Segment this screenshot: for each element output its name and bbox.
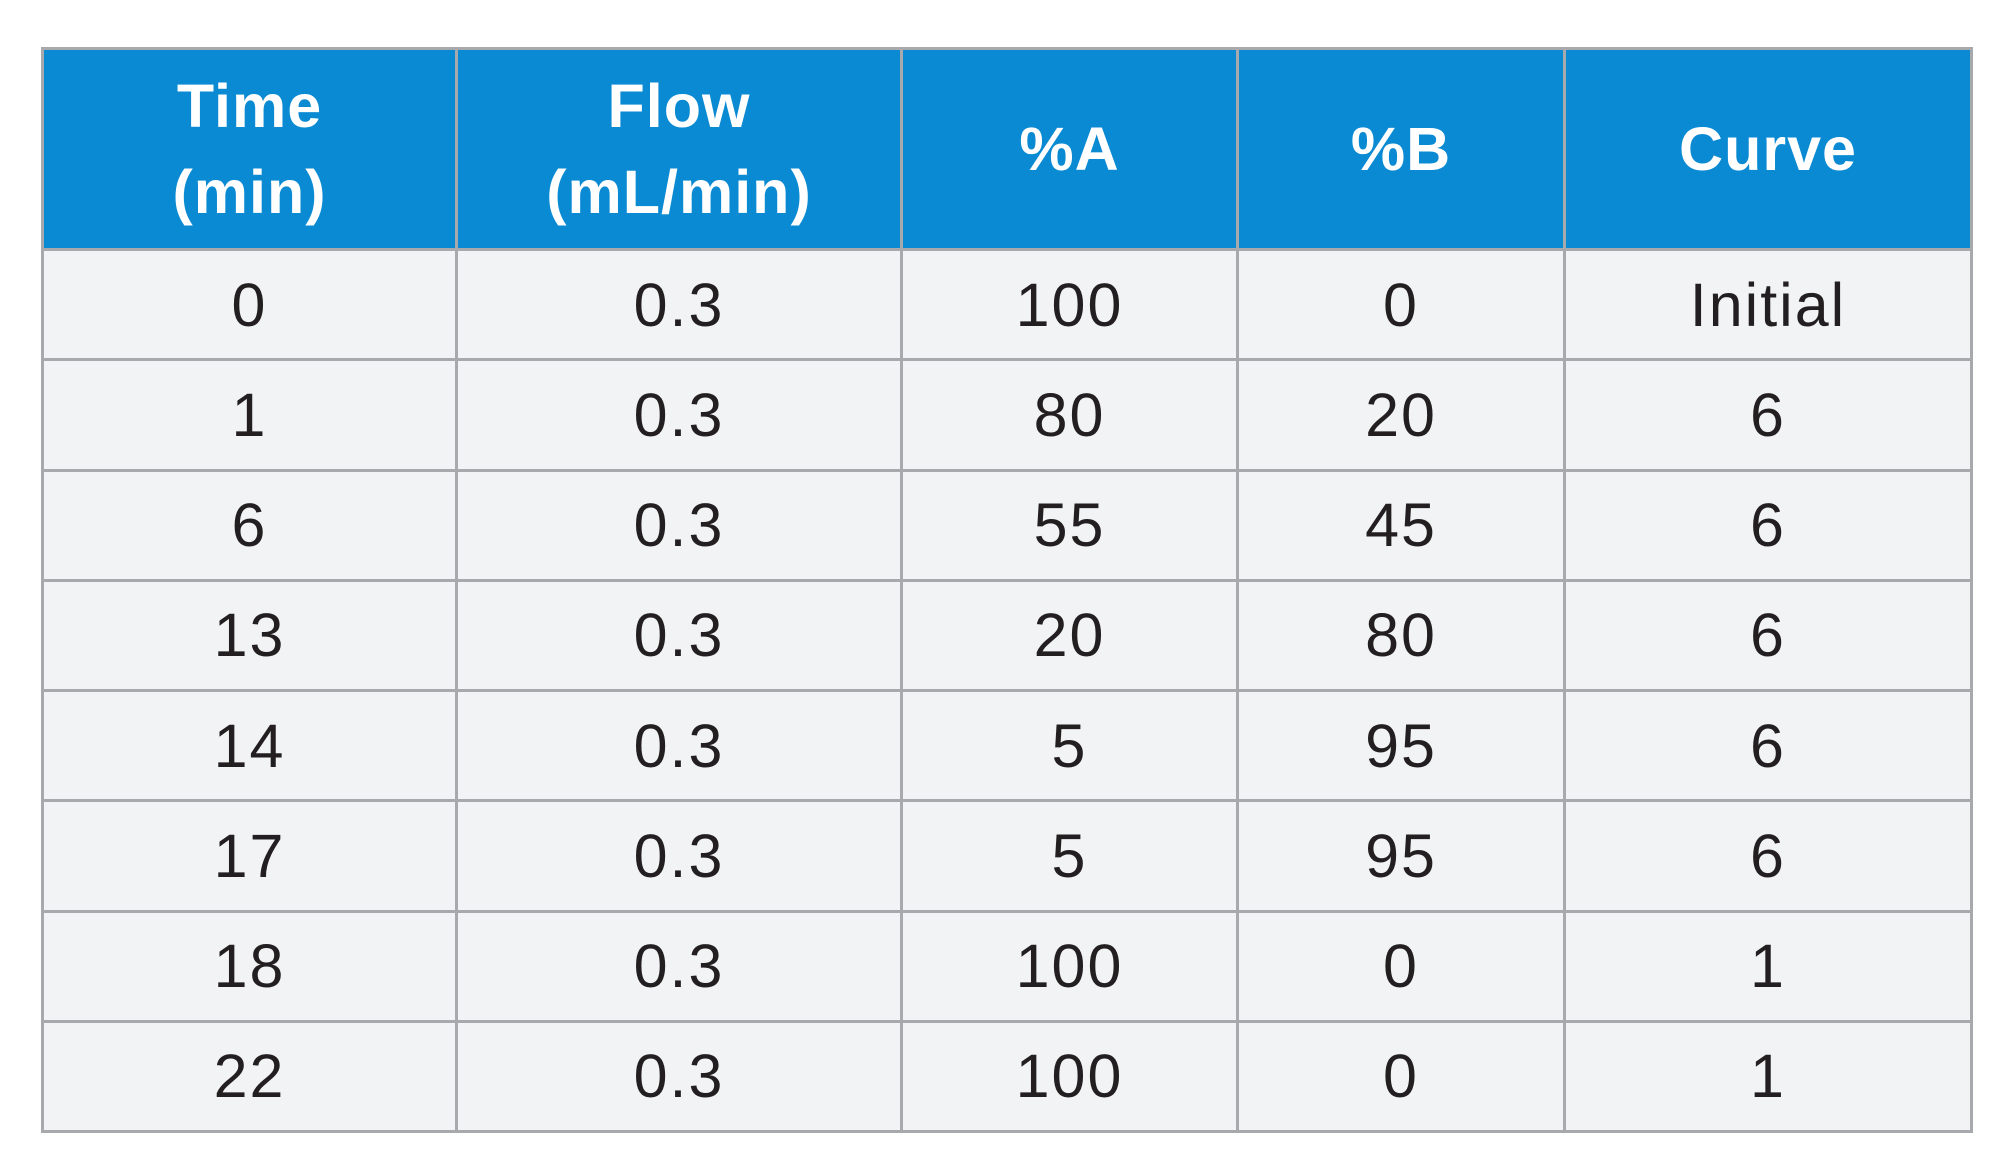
cell-flow: 0.3 xyxy=(455,468,903,582)
header-percent-b: %B xyxy=(1236,47,1566,251)
cell-flow: 0.3 xyxy=(455,909,903,1023)
header-flow-line-1: Flow xyxy=(607,72,751,140)
cell-curve: 1 xyxy=(1563,1019,1973,1134)
cell-curve: 6 xyxy=(1563,358,1973,472)
table-row: 14 0.3 5 95 6 xyxy=(41,688,1973,803)
cell-flow: 0.3 xyxy=(455,578,903,693)
cell-percent-a: 80 xyxy=(900,358,1239,472)
cell-percent-a: 100 xyxy=(900,1019,1239,1134)
table-row: 0 0.3 100 0 Initial xyxy=(41,247,1973,362)
table-row: 17 0.3 5 95 6 xyxy=(41,799,1973,913)
cell-time: 13 xyxy=(41,578,458,693)
header-percent-b-label: %B xyxy=(1350,115,1452,183)
cell-time: 22 xyxy=(41,1019,458,1134)
cell-percent-b: 80 xyxy=(1236,578,1566,693)
cell-curve: 1 xyxy=(1563,909,1973,1023)
cell-curve: 6 xyxy=(1563,578,1973,693)
cell-curve: 6 xyxy=(1563,468,1973,582)
cell-curve: Initial xyxy=(1563,247,1973,362)
table-row: 22 0.3 100 0 1 xyxy=(41,1019,1973,1134)
cell-percent-a: 100 xyxy=(900,909,1239,1023)
header-percent-a-label: %A xyxy=(1019,115,1120,183)
table-row: 13 0.3 20 80 6 xyxy=(41,578,1973,693)
cell-curve: 6 xyxy=(1563,688,1973,803)
cell-flow: 0.3 xyxy=(455,688,903,803)
cell-flow: 0.3 xyxy=(455,1019,903,1134)
header-percent-a: %A xyxy=(900,47,1239,251)
header-time: Time (min) xyxy=(41,47,458,251)
cell-percent-b: 0 xyxy=(1236,1019,1566,1134)
header-flow: Flow (mL/min) xyxy=(455,47,903,251)
header-row: Time (min) Flow (mL/min) %A %B Curve xyxy=(41,47,1973,251)
cell-percent-b: 0 xyxy=(1236,247,1566,362)
header-curve: Curve xyxy=(1563,47,1973,251)
cell-time: 6 xyxy=(41,468,458,582)
cell-time: 1 xyxy=(41,358,458,472)
cell-percent-b: 0 xyxy=(1236,909,1566,1023)
cell-time: 18 xyxy=(41,909,458,1023)
table-body: 0 0.3 100 0 Initial 1 0.3 80 20 6 6 0.3 55 45 6 13 0.3 20… xyxy=(41,247,1973,1134)
cell-percent-a: 100 xyxy=(900,247,1239,362)
header-time-line-2: (min) xyxy=(172,158,327,226)
header-flow-line-2: (mL/min) xyxy=(546,158,812,226)
cell-time: 14 xyxy=(41,688,458,803)
header-time-line-1: Time xyxy=(176,72,323,140)
header-curve-label: Curve xyxy=(1679,115,1857,183)
cell-percent-a: 55 xyxy=(900,468,1239,582)
table-header: Time (min) Flow (mL/min) %A %B Curve xyxy=(41,47,1973,251)
cell-percent-a: 20 xyxy=(900,578,1239,693)
gradient-table: Time (min) Flow (mL/min) %A %B Curve 0 0.… xyxy=(41,47,1973,1134)
table-row: 6 0.3 55 45 6 xyxy=(41,468,1973,582)
cell-time: 0 xyxy=(41,247,458,362)
cell-curve: 6 xyxy=(1563,799,1973,913)
cell-percent-b: 95 xyxy=(1236,799,1566,913)
cell-percent-a: 5 xyxy=(900,799,1239,913)
table-row: 18 0.3 100 0 1 xyxy=(41,909,1973,1023)
cell-percent-a: 5 xyxy=(900,688,1239,803)
cell-flow: 0.3 xyxy=(455,799,903,913)
cell-flow: 0.3 xyxy=(455,247,903,362)
cell-percent-b: 95 xyxy=(1236,688,1566,803)
cell-flow: 0.3 xyxy=(455,358,903,472)
cell-percent-b: 45 xyxy=(1236,468,1566,582)
cell-time: 17 xyxy=(41,799,458,913)
table-row: 1 0.3 80 20 6 xyxy=(41,358,1973,472)
cell-percent-b: 20 xyxy=(1236,358,1566,472)
